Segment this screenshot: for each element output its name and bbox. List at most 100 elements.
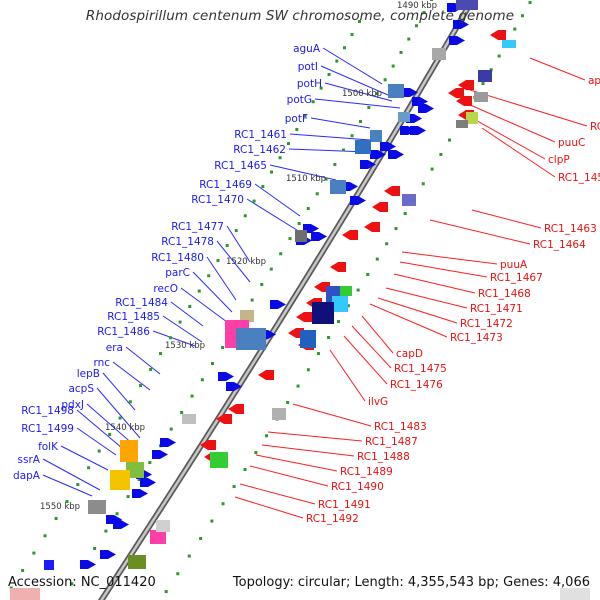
tick-dot (288, 237, 292, 241)
tick-dot (350, 33, 354, 37)
scale-label: 1530 kbp (165, 341, 205, 351)
forward-gene-arrow (360, 160, 376, 169)
tick-dot (254, 451, 258, 455)
reverse-gene-arrow (490, 30, 506, 40)
reverse-gene-arrow (330, 262, 346, 272)
reverse-gene-label: RC1_1492 (306, 513, 359, 525)
scale-label: 1550 kbp (40, 502, 80, 512)
tick-dot (303, 114, 307, 118)
tick-dot (342, 148, 346, 152)
leader-line (267, 431, 363, 442)
forward-gene-label: RC1_1462 (233, 144, 286, 156)
tick-dot (65, 500, 69, 503)
forward-gene-arrow (418, 104, 434, 113)
tick-dot (225, 244, 229, 247)
leader-line (343, 335, 388, 385)
leader-line (76, 427, 117, 456)
reverse-gene-label: RC1_1476 (390, 379, 443, 391)
backbone-arc (100, 0, 474, 600)
reverse-gene-label: puuA (500, 259, 528, 271)
leader-line (314, 98, 401, 109)
tick-dot (128, 400, 132, 404)
tick-dot (306, 368, 310, 372)
forward-gene-arrow (370, 150, 386, 159)
reverse-gene-label: RC1_1464 (533, 239, 586, 251)
leader-line (324, 82, 393, 102)
leader-line (255, 454, 338, 472)
leader-line (369, 303, 448, 338)
gene-block (456, 0, 478, 10)
forward-gene-label: pdxJ (61, 399, 84, 411)
leader-line (329, 349, 366, 402)
gene-block (398, 112, 410, 122)
forward-gene-label: aguA (293, 43, 321, 55)
leader-line (246, 198, 301, 233)
tick-dot (448, 138, 452, 142)
genome-backbone (97, 0, 476, 600)
tick-dot (327, 336, 331, 339)
tick-dot (243, 214, 247, 218)
forward-gene-arrow (410, 126, 426, 135)
reverse-gene-label: RC1_1475 (394, 363, 447, 375)
leader-line (471, 209, 542, 229)
scale-labels: 1490 kbp 1500 kbp 1510 kbp 1520 kbp 1530 kbp… (40, 1, 437, 512)
tick-dot (327, 73, 331, 76)
tick-dot (178, 320, 182, 324)
tick-dot (278, 156, 282, 160)
scale-label: 1540 kbp (105, 423, 145, 433)
gene-block (210, 452, 228, 468)
tick-dot (211, 362, 215, 366)
forward-gene-label: folK (38, 441, 59, 453)
forward-gene-arrow (380, 142, 396, 151)
tick-dot (260, 283, 264, 286)
tick-dot (317, 352, 321, 356)
reverse-gene-arrow (364, 222, 380, 232)
tick-dot (137, 478, 141, 481)
tick-dot (43, 534, 47, 538)
tick-dot (295, 128, 299, 131)
reverse-gene-label: RC1_1451 (590, 121, 600, 133)
forward-gene-label: era (106, 342, 123, 354)
forward-gene-arrow (80, 560, 96, 569)
gene-block (432, 48, 446, 60)
forward-gene-label: RC1_1486 (97, 326, 150, 338)
leader-line (226, 225, 251, 263)
scale-label: 1490 kbp (397, 1, 437, 11)
gene-block (474, 92, 488, 102)
leader-line (152, 330, 196, 347)
forward-gene-label: RC1_1480 (151, 252, 204, 264)
leader-line (162, 315, 203, 343)
forward-gene-label: RC1_1461 (234, 129, 287, 141)
tick-dot (149, 368, 153, 371)
tick-dot (489, 68, 493, 72)
forward-gene-label: RC1_1465 (214, 160, 267, 172)
tick-dot (319, 86, 323, 90)
tick-dot (148, 461, 152, 465)
gene-block (355, 140, 371, 154)
forward-gene-arrow (350, 196, 366, 205)
tick-dot (358, 120, 362, 124)
forward-gene-arrow (132, 489, 148, 498)
leader-line (216, 240, 251, 283)
forward-gene-arrow (453, 20, 469, 29)
gene-block (456, 120, 468, 128)
forward-gene-label: recO (153, 283, 178, 295)
forward-gene-label: RC1_1484 (115, 297, 168, 309)
reverse-gene-arrow (448, 88, 464, 98)
tick-dot (311, 100, 315, 104)
forward-gene-label: RC1_1478 (161, 236, 214, 248)
forward-gene-label: RC1_1498 (21, 405, 74, 417)
leader-line (292, 403, 372, 427)
tick-dot (306, 207, 310, 211)
tick-dot (232, 485, 236, 489)
tick-dot (76, 483, 80, 487)
gene-block (295, 230, 307, 242)
forward-gene-label: lepB (77, 368, 100, 380)
leader-line (206, 256, 237, 301)
tick-dot (375, 92, 379, 96)
gene-block (182, 414, 196, 424)
leader-line (42, 474, 93, 497)
leader-line (429, 219, 531, 245)
reverse-gene-arrow (384, 186, 400, 196)
